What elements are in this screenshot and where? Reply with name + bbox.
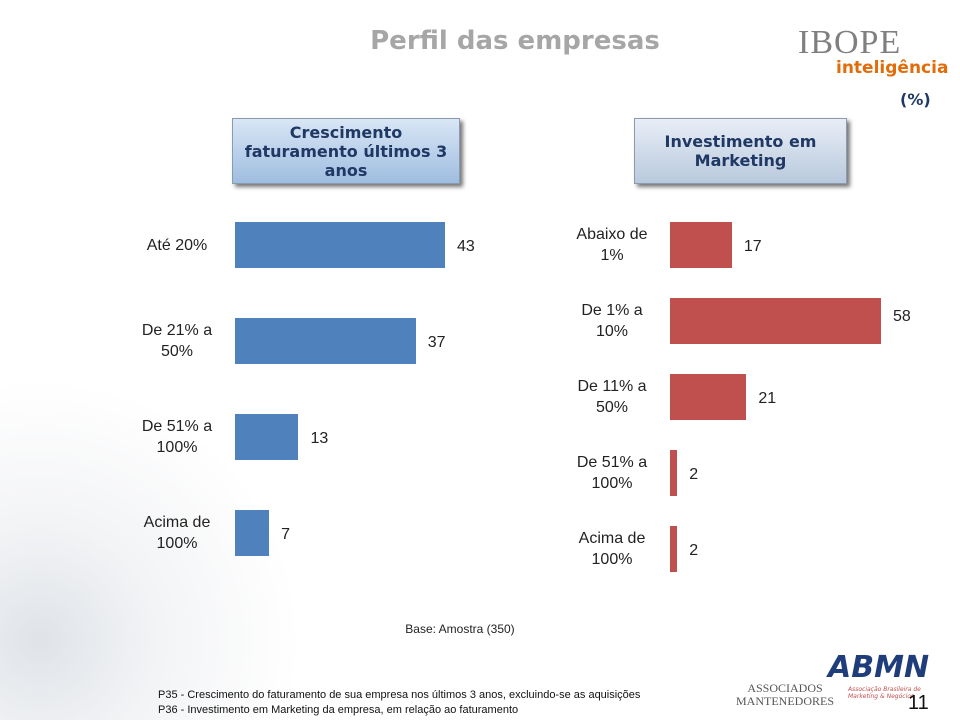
category-label: De 1% a 10%: [581, 302, 643, 340]
value-label: 2: [689, 466, 699, 483]
bar: [235, 318, 416, 364]
bar: [670, 222, 732, 268]
bar: [235, 414, 299, 460]
category-label: Abaixo de 1%: [576, 226, 648, 264]
category-label: De 21% a 50%: [141, 322, 213, 360]
value-label: 7: [281, 526, 291, 543]
page-number: 11: [908, 692, 929, 714]
category-label: Até 20%: [146, 236, 208, 254]
chart-title: Crescimento faturamento últimos 3 anos: [232, 118, 460, 184]
category-label: Acima de 100%: [143, 514, 211, 552]
unit-label: (%): [900, 90, 931, 109]
value-label: 17: [743, 238, 762, 255]
category-label: De 51% a 100%: [141, 418, 213, 456]
category-label: De 11% a 50%: [577, 378, 647, 416]
category-label: Acima de 100%: [578, 530, 646, 568]
logo: IBOPE: [798, 24, 902, 61]
category-label: De 51% a 100%: [576, 454, 648, 492]
value-label: 2: [689, 542, 699, 559]
logo-sub: inteligência: [836, 58, 949, 78]
value-label: 13: [310, 430, 329, 447]
footnote: P35 - Crescimento do faturamento de sua …: [158, 689, 641, 701]
bar: [670, 526, 678, 572]
logo-text: ASSOCIADOS MANTENEDORES: [736, 681, 834, 708]
bar: [670, 450, 678, 496]
chart-title: Investimento em Marketing: [634, 118, 847, 184]
bar: [670, 298, 881, 344]
slide-title: Perfil das empresas: [370, 26, 660, 56]
base-note: Base: Amostra (350): [405, 622, 515, 636]
logo-text: Associação Brasileira de Marketing & Neg…: [848, 686, 921, 700]
footnote: P36 - Investimento em Marketing da empre…: [158, 704, 519, 716]
value-label: 43: [457, 238, 475, 255]
bar: [670, 374, 747, 420]
value-label: 21: [758, 390, 777, 407]
bar: [235, 510, 270, 556]
bar: [235, 222, 445, 268]
value-label: 37: [427, 334, 446, 351]
value-label: 58: [893, 308, 911, 325]
logo-text: ABMN: [828, 650, 930, 685]
